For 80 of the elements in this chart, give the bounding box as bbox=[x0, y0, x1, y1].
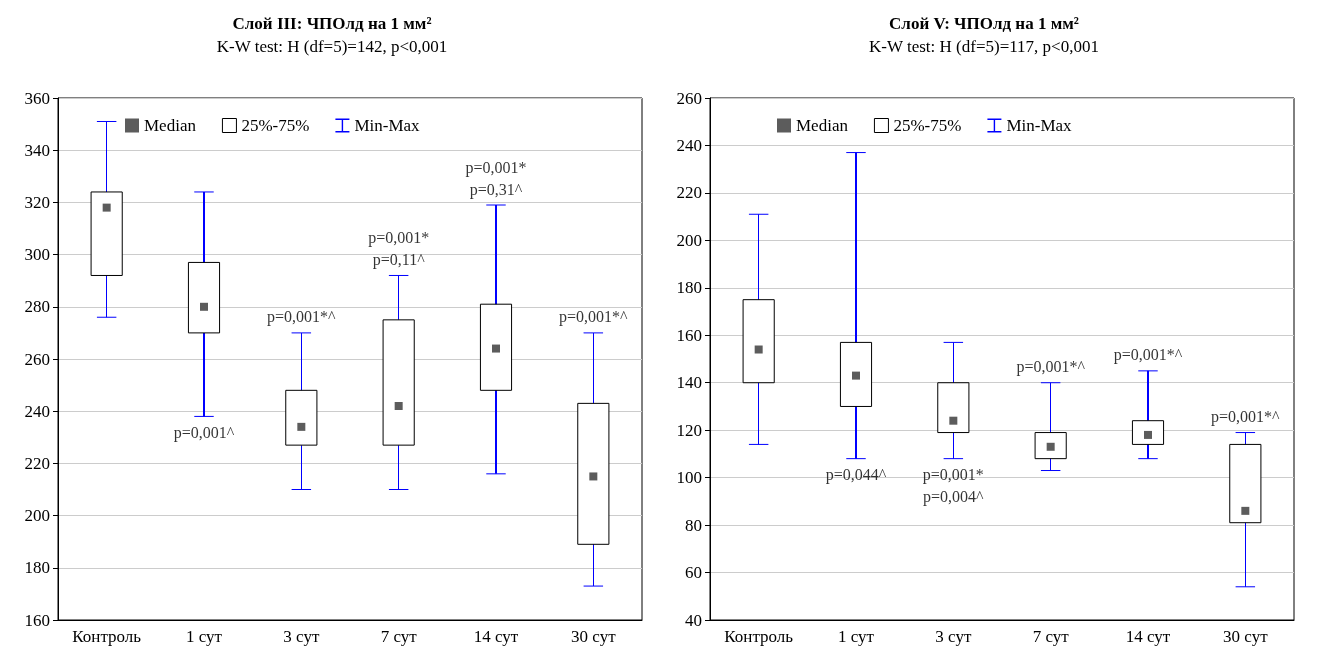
point bbox=[589, 472, 598, 481]
point bbox=[852, 371, 860, 380]
y-tick-label: 200 bbox=[676, 230, 702, 250]
annotation: p=0,001* bbox=[465, 158, 527, 177]
annotation: p=0,001^ bbox=[173, 423, 235, 442]
x-tick-label: 30 сут bbox=[1223, 627, 1269, 646]
legend-label: Median bbox=[144, 116, 197, 135]
annotation: p=0,11^ bbox=[372, 250, 426, 269]
point bbox=[394, 401, 403, 410]
annotation: p=0,001* bbox=[922, 466, 984, 485]
y-tick-label: 160 bbox=[676, 325, 702, 345]
legend-label: Min-Max bbox=[1006, 116, 1073, 135]
legend-label: 25%-75% bbox=[893, 116, 962, 135]
bar bbox=[1131, 420, 1165, 445]
bar bbox=[839, 341, 873, 407]
y-tick-label: 180 bbox=[676, 278, 702, 298]
y-tick-label: 340 bbox=[24, 140, 50, 160]
y-tick-label: 280 bbox=[24, 297, 50, 317]
point bbox=[102, 203, 111, 212]
point bbox=[297, 422, 306, 431]
x-tick-label: 14 сут bbox=[473, 627, 519, 646]
y-tick-label: 260 bbox=[676, 88, 702, 108]
annotation: p=0,004^ bbox=[923, 488, 985, 507]
legend-label: Median bbox=[796, 116, 849, 135]
x-tick-label: Контроль bbox=[724, 627, 794, 646]
x-tick-label: 30 сут bbox=[571, 627, 617, 646]
x-tick-label: 14 сут bbox=[1125, 627, 1171, 646]
y-tick-label: 200 bbox=[24, 506, 50, 526]
y-tick-label: 360 bbox=[24, 88, 50, 108]
y-tick-label: 160 bbox=[24, 610, 50, 630]
annotation: p=0,001*^ bbox=[1211, 408, 1281, 427]
point bbox=[949, 416, 958, 425]
y-tick-label: 260 bbox=[24, 349, 50, 369]
y-tick-label: 80 bbox=[685, 515, 702, 535]
annotation: p=0,044^ bbox=[825, 466, 887, 485]
bar bbox=[285, 389, 318, 446]
y-tick-label: 40 bbox=[685, 610, 702, 630]
y-tick-label: 60 bbox=[685, 563, 702, 583]
y-tick-label: 320 bbox=[24, 192, 50, 212]
x-tick-label: 7 сут bbox=[380, 627, 418, 646]
chart-subtitle: K-W test: H (df=5)=142, p<0,001 bbox=[216, 37, 448, 56]
chart-subtitle: K-W test: H (df=5)=117, p<0,001 bbox=[869, 37, 1099, 56]
y-tick-label: 120 bbox=[676, 420, 702, 440]
annotation: p=0,001*^ bbox=[1113, 346, 1183, 365]
x-tick-label: Контроль bbox=[72, 627, 142, 646]
y-tick-label: 220 bbox=[676, 183, 702, 203]
y-tick-label: 100 bbox=[676, 468, 702, 488]
y-tick-label: 220 bbox=[24, 453, 50, 473]
annotation: p=0,001* bbox=[368, 228, 430, 247]
y-tick-label: 300 bbox=[24, 245, 50, 265]
y-tick-label: 240 bbox=[676, 135, 702, 155]
y-tick-label: 180 bbox=[24, 558, 50, 578]
y-tick-label: 240 bbox=[24, 401, 50, 421]
bar bbox=[382, 319, 415, 446]
bar bbox=[90, 191, 123, 276]
point bbox=[200, 302, 208, 311]
x-tick-label: 3 сут bbox=[283, 627, 320, 646]
bar bbox=[1034, 432, 1067, 460]
legend-label: Min-Max bbox=[354, 116, 421, 135]
chart-title: Слой V: ЧПОлд на 1 мм² bbox=[889, 14, 1079, 33]
x-tick-label: 7 сут bbox=[1032, 627, 1070, 646]
point bbox=[492, 344, 500, 353]
annotation: p=0,001*^ bbox=[267, 308, 337, 327]
bar bbox=[577, 402, 610, 545]
annotation: p=0,001*^ bbox=[1016, 358, 1086, 377]
chart-title: Слой III: ЧПОлд на 1 мм² bbox=[232, 14, 432, 33]
y-tick-label: 140 bbox=[676, 373, 702, 393]
bar bbox=[1229, 443, 1262, 524]
x-tick-label: 1 сут bbox=[185, 627, 223, 646]
bar bbox=[479, 303, 513, 391]
x-tick-label: 3 сут bbox=[935, 627, 972, 646]
annotation: p=0,001*^ bbox=[559, 308, 629, 327]
point bbox=[754, 345, 763, 354]
bar bbox=[187, 261, 221, 334]
legend-label: 25%-75% bbox=[241, 116, 310, 135]
bar bbox=[742, 299, 775, 384]
bar bbox=[937, 382, 970, 434]
point bbox=[1241, 506, 1250, 515]
x-tick-label: 1 сут bbox=[837, 627, 875, 646]
annotation: p=0,31^ bbox=[469, 180, 523, 199]
